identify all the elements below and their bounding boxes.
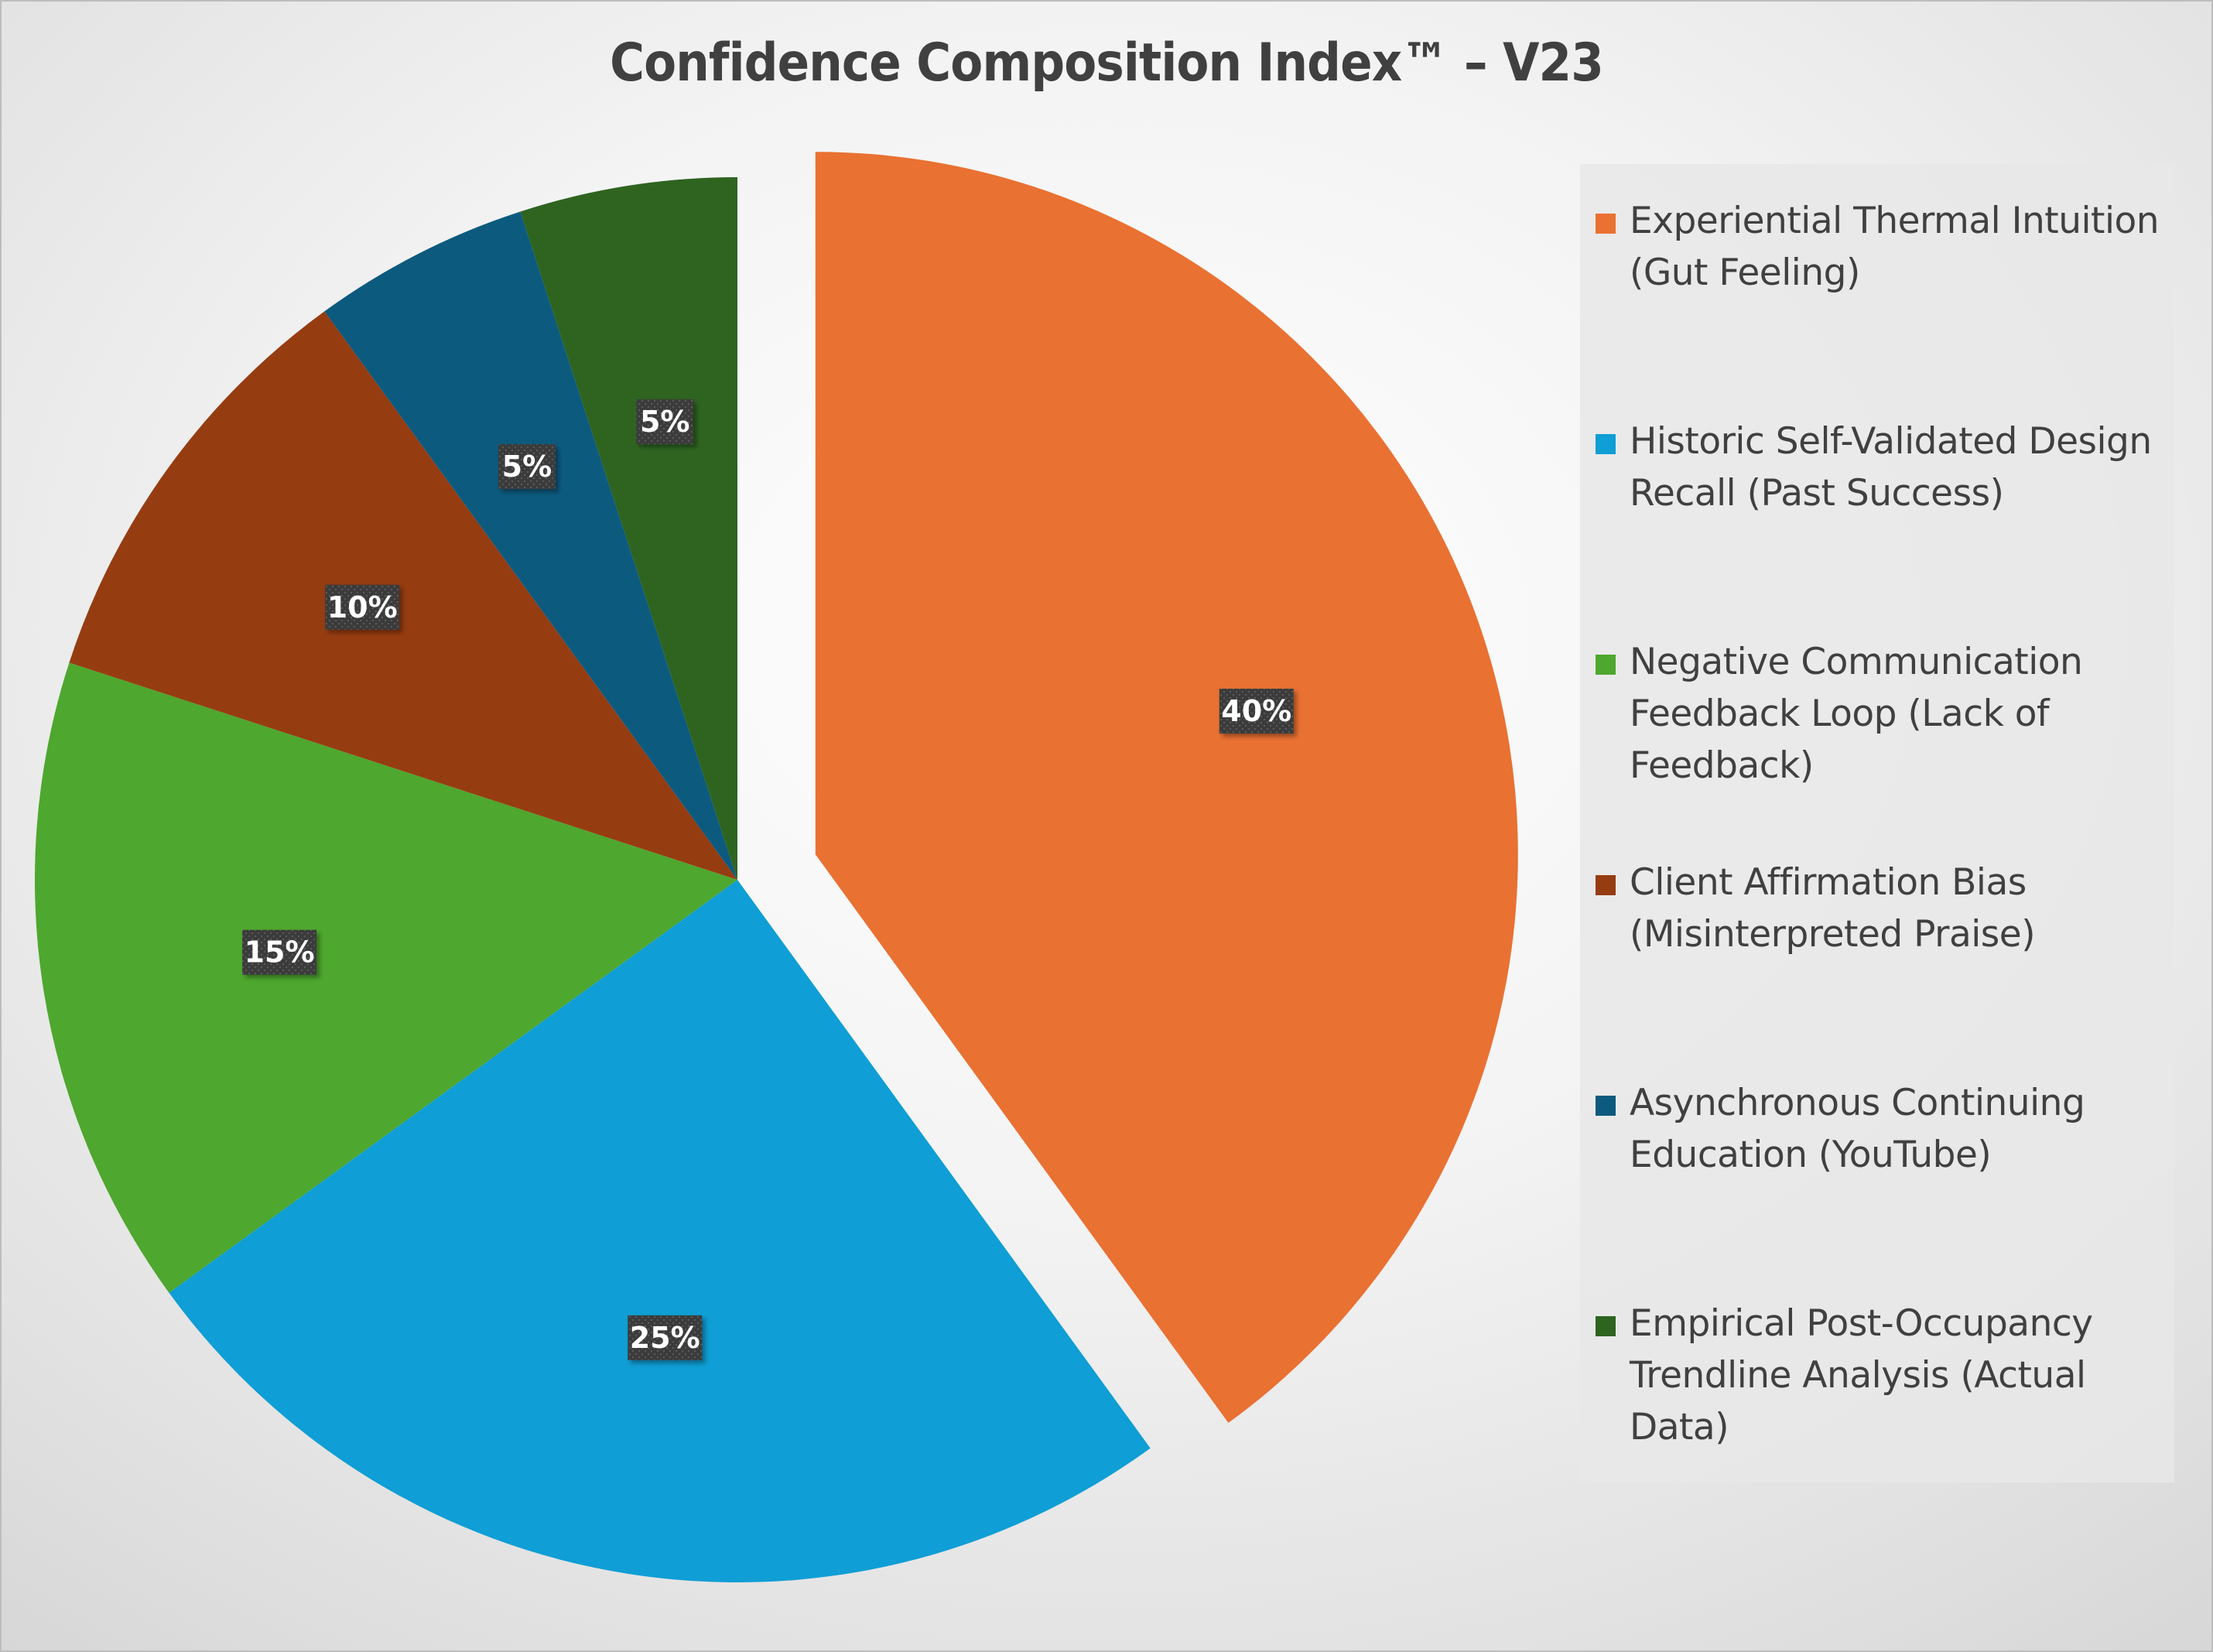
legend-label: Asynchronous Continuing Education (YouTu… xyxy=(1630,1082,2085,1176)
data-label-text: 5% xyxy=(640,405,690,439)
pie-slice-4 xyxy=(69,311,738,880)
legend: Experiential Thermal Intuition (Gut Feel… xyxy=(1580,164,2174,1483)
pie-slice-6 xyxy=(520,177,737,880)
legend-item-6: Empirical Post-Occupancy Trendline Analy… xyxy=(1596,1298,2168,1453)
data-label-text: 15% xyxy=(245,935,315,970)
data-label-background xyxy=(498,444,556,490)
data-label-text: 40% xyxy=(1221,694,1291,728)
pie-slice-2 xyxy=(169,880,1151,1582)
data-label-background xyxy=(1219,689,1294,734)
data-label-3: 15% xyxy=(242,929,317,975)
legend-item-5: Asynchronous Continuing Education (YouTu… xyxy=(1596,1077,2168,1181)
legend-swatch xyxy=(1596,1316,1616,1336)
data-label-2: 25% xyxy=(628,1315,703,1360)
data-label-background xyxy=(628,1315,703,1360)
data-label-text: 5% xyxy=(502,450,552,484)
legend-swatch xyxy=(1596,434,1616,454)
data-label-text: 25% xyxy=(630,1321,700,1355)
legend-label: Experiential Thermal Intuition (Gut Feel… xyxy=(1630,200,2160,294)
pie-slice-3 xyxy=(34,662,737,1293)
legend-label: Empirical Post-Occupancy Trendline Analy… xyxy=(1630,1302,2093,1448)
legend-item-2: Historic Self-Validated Design Recall (P… xyxy=(1596,416,2168,519)
data-label-text: 10% xyxy=(327,590,398,624)
data-label-background xyxy=(325,584,400,630)
data-label-background xyxy=(636,399,694,445)
legend-swatch xyxy=(1596,214,1616,234)
data-label-background xyxy=(242,929,317,975)
data-label-6: 5% xyxy=(636,399,694,445)
pie-slice-5 xyxy=(324,211,737,880)
data-label-4: 10% xyxy=(325,584,400,630)
legend-item-3: Negative Communication Feedback Loop (La… xyxy=(1596,636,2168,792)
legend-label: Negative Communication Feedback Loop (La… xyxy=(1630,641,2083,787)
legend-item-4: Client Affirmation Bias (Misinterpreted … xyxy=(1596,857,2168,960)
data-label-1: 40% xyxy=(1219,689,1294,734)
data-label-5: 5% xyxy=(498,444,556,490)
legend-swatch xyxy=(1596,875,1616,895)
legend-swatch xyxy=(1596,655,1616,675)
pie-slice-1 xyxy=(815,152,1518,1423)
legend-swatch xyxy=(1596,1096,1616,1116)
legend-label: Client Affirmation Bias (Misinterpreted … xyxy=(1630,861,2036,956)
legend-label: Historic Self-Validated Design Recall (P… xyxy=(1630,420,2152,515)
chart-title: Confidence Composition Index™ – V23 xyxy=(610,32,1604,94)
legend-item-1: Experiential Thermal Intuition (Gut Feel… xyxy=(1596,195,2168,299)
